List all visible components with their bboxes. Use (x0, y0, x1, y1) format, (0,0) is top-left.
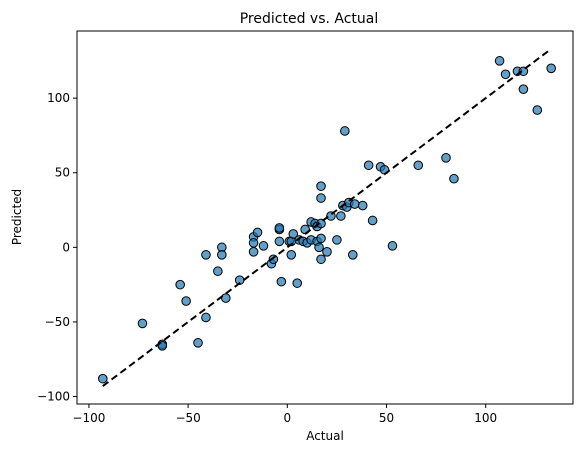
data-point (340, 126, 350, 136)
data-point (286, 250, 297, 260)
data-point (137, 318, 148, 329)
data-point (387, 241, 398, 251)
data-point (349, 199, 360, 209)
data-point (274, 223, 285, 233)
data-point (336, 211, 346, 221)
plot-frame (76, 30, 574, 405)
y-tick-label: −50 (45, 315, 70, 329)
y-tick-label: 0 (62, 240, 70, 254)
data-point (546, 63, 556, 74)
y-axis-ticks: −100 −50 0 50 100 (37, 91, 77, 404)
data-point (494, 56, 505, 66)
y-tick-label: −100 (37, 390, 70, 404)
data-point (316, 181, 326, 191)
x-tick-label: −50 (175, 411, 200, 425)
data-point (357, 200, 368, 211)
data-point (292, 278, 303, 288)
data-point (181, 296, 191, 306)
x-tick-label: 100 (474, 411, 497, 425)
y-tick-label: 50 (55, 166, 70, 180)
data-point (316, 233, 326, 244)
y-tick-label: 100 (47, 91, 70, 105)
x-axis-label: Actual (306, 429, 344, 443)
data-point (221, 293, 231, 303)
data-point (175, 279, 185, 290)
data-point (201, 312, 211, 323)
data-point (258, 241, 269, 251)
data-point (217, 250, 227, 260)
data-point (316, 193, 326, 203)
data-point (252, 227, 263, 238)
data-point (322, 247, 332, 257)
x-tick-label: 50 (379, 411, 394, 425)
data-point (449, 173, 459, 184)
data-point (213, 266, 223, 277)
data-point (248, 247, 259, 257)
data-point (314, 242, 324, 253)
data-point (276, 276, 287, 287)
data-point (441, 153, 451, 163)
x-tick-label: −100 (72, 411, 105, 425)
data-point (347, 250, 358, 260)
x-axis-ticks: −100 −50 0 50 100 (72, 404, 497, 425)
y-axis-label: Predicted (10, 189, 24, 245)
data-point (413, 160, 424, 171)
x-tick-label: 0 (283, 411, 291, 425)
chart-title: Predicted vs. Actual (240, 11, 379, 27)
data-point (500, 69, 511, 80)
identity-reference-line (102, 48, 552, 387)
data-point (363, 160, 374, 171)
data-point (332, 235, 342, 245)
data-point (201, 250, 211, 260)
data-point (193, 338, 203, 348)
data-point (274, 236, 285, 247)
data-point (532, 105, 543, 115)
data-point (367, 215, 378, 226)
data-point (288, 229, 299, 239)
data-point (518, 84, 529, 94)
data-point (97, 373, 108, 384)
data-point (248, 238, 259, 248)
data-point (316, 254, 326, 265)
points-layer (97, 56, 556, 384)
plot-area (76, 30, 574, 405)
